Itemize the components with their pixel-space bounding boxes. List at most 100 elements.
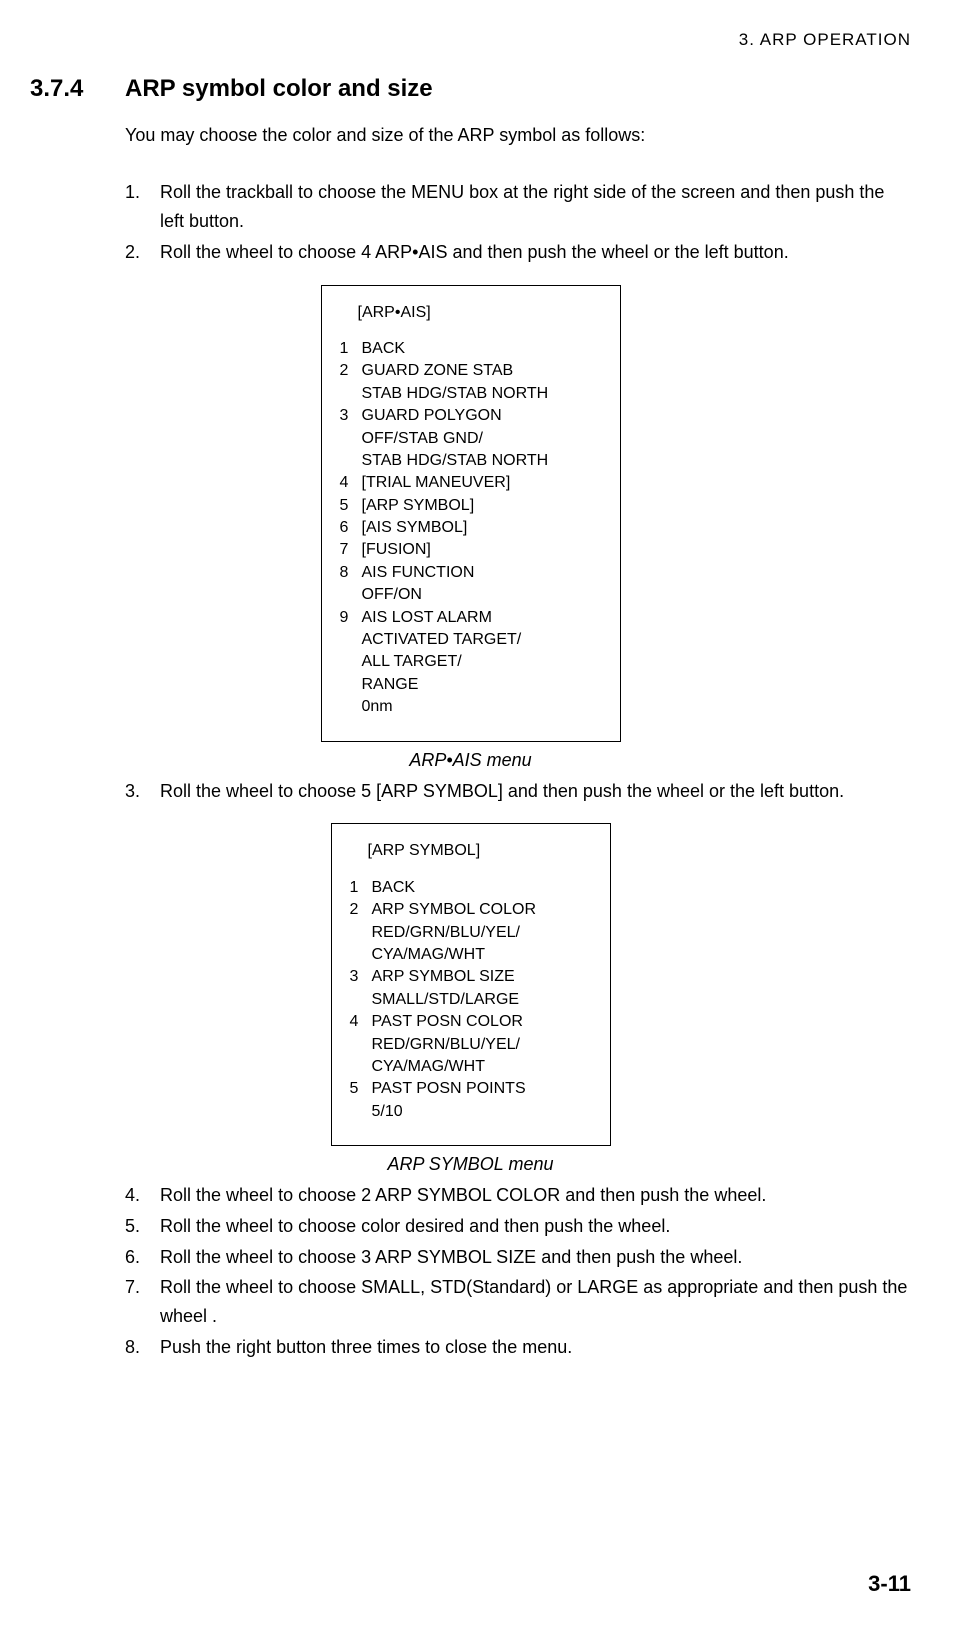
menu-item: 5PAST POSN POINTS	[350, 1078, 592, 1100]
arp-symbol-menu-caption: ARP SYMBOL menu	[30, 1154, 911, 1175]
step-number: 1.	[125, 178, 160, 236]
step-text: Roll the wheel to choose 2 ARP SYMBOL CO…	[160, 1181, 911, 1210]
menu-item: 8AIS FUNCTION	[340, 562, 602, 584]
menu-item: 3GUARD POLYGON	[340, 405, 602, 427]
section-heading-row: 3.7.4 ARP symbol color and size	[30, 75, 911, 103]
menu-item-num	[340, 651, 362, 673]
menu-item-num: 1	[350, 877, 372, 899]
menu-item: 6[AIS SYMBOL]	[340, 517, 602, 539]
menu-item: ACTIVATED TARGET/	[340, 629, 602, 651]
menu-item-num: 6	[340, 517, 362, 539]
menu-item-num: 4	[350, 1011, 372, 1033]
menu-item: OFF/ON	[340, 584, 602, 606]
menu-item-text: 0nm	[362, 696, 602, 718]
menu-item: STAB HDG/STAB NORTH	[340, 383, 602, 405]
step-text: Roll the wheel to choose 3 ARP SYMBOL SI…	[160, 1243, 911, 1272]
menu-item-text: OFF/STAB GND/	[362, 428, 602, 450]
step-item: 1. Roll the trackball to choose the MENU…	[125, 178, 911, 236]
menu-item: 7[FUSION]	[340, 539, 602, 561]
menu-item: 4[TRIAL MANEUVER]	[340, 472, 602, 494]
menu-item-num: 5	[340, 495, 362, 517]
step-number: 4.	[125, 1181, 160, 1210]
menu-item-text: [TRIAL MANEUVER]	[362, 472, 602, 494]
steps-list: 1. Roll the trackball to choose the MENU…	[125, 178, 911, 266]
menu-item-num: 7	[340, 539, 362, 561]
step-text: Push the right button three times to clo…	[160, 1333, 911, 1362]
menu-item-text: ACTIVATED TARGET/	[362, 629, 602, 651]
menu-item-text: [ARP SYMBOL]	[362, 495, 602, 517]
step-text: Roll the wheel to choose color desired a…	[160, 1212, 911, 1241]
menu-item: SMALL/STD/LARGE	[350, 989, 592, 1011]
menu-item-text: SMALL/STD/LARGE	[372, 989, 592, 1011]
menu-item: ALL TARGET/	[340, 651, 602, 673]
menu-item: RED/GRN/BLU/YEL/	[350, 1034, 592, 1056]
step-item: 6. Roll the wheel to choose 3 ARP SYMBOL…	[125, 1243, 911, 1272]
step-item: 8. Push the right button three times to …	[125, 1333, 911, 1362]
arp-symbol-menu-box: [ARP SYMBOL] 1BACK 2ARP SYMBOL COLOR RED…	[331, 823, 611, 1146]
menu-item-text: OFF/ON	[362, 584, 602, 606]
arp-ais-menu-caption: ARP•AIS menu	[30, 750, 911, 771]
menu-item-text: AIS FUNCTION	[362, 562, 602, 584]
menu-item-text: RED/GRN/BLU/YEL/	[372, 1034, 592, 1056]
menu-item-text: [FUSION]	[362, 539, 602, 561]
menu-item-text: STAB HDG/STAB NORTH	[362, 450, 602, 472]
menu-item-text: BACK	[372, 877, 592, 899]
menu-item-num	[340, 674, 362, 696]
step-item: 7. Roll the wheel to choose SMALL, STD(S…	[125, 1273, 911, 1331]
page-number: 3-11	[868, 1571, 911, 1597]
menu-item-text: GUARD POLYGON	[362, 405, 602, 427]
step-text: Roll the wheel to choose SMALL, STD(Stan…	[160, 1273, 911, 1331]
step-number: 8.	[125, 1333, 160, 1362]
step-item: 4. Roll the wheel to choose 2 ARP SYMBOL…	[125, 1181, 911, 1210]
step-number: 2.	[125, 238, 160, 267]
menu-item: CYA/MAG/WHT	[350, 944, 592, 966]
menu-item-text: CYA/MAG/WHT	[372, 944, 592, 966]
arp-ais-menu-box: [ARP•AIS] 1BACK 2GUARD ZONE STAB STAB HD…	[321, 285, 621, 742]
menu-item-num	[350, 989, 372, 1011]
menu-item-text: ARP SYMBOL COLOR	[372, 899, 592, 921]
menu-item-text: ARP SYMBOL SIZE	[372, 966, 592, 988]
menu-title: [ARP SYMBOL]	[350, 840, 592, 862]
menu-item-num: 5	[350, 1078, 372, 1100]
menu-item-text: ALL TARGET/	[362, 651, 602, 673]
steps-list-final: 4. Roll the wheel to choose 2 ARP SYMBOL…	[125, 1181, 911, 1362]
step-number: 7.	[125, 1273, 160, 1331]
step-number: 5.	[125, 1212, 160, 1241]
menu-item-text: RED/GRN/BLU/YEL/	[372, 922, 592, 944]
menu-item: RED/GRN/BLU/YEL/	[350, 922, 592, 944]
menu-item-num	[350, 1101, 372, 1123]
chapter-header: 3. ARP OPERATION	[30, 30, 911, 50]
menu-item-num	[340, 450, 362, 472]
step-text: Roll the trackball to choose the MENU bo…	[160, 178, 911, 236]
step-item: 3. Roll the wheel to choose 5 [ARP SYMBO…	[125, 777, 911, 806]
menu-item: 1BACK	[340, 338, 602, 360]
intro-paragraph: You may choose the color and size of the…	[125, 123, 911, 148]
menu-item: 5[ARP SYMBOL]	[340, 495, 602, 517]
menu-item: OFF/STAB GND/	[340, 428, 602, 450]
step-item: 2. Roll the wheel to choose 4 ARP•AIS an…	[125, 238, 911, 267]
menu-item-num	[340, 383, 362, 405]
menu-item-text: GUARD ZONE STAB	[362, 360, 602, 382]
step-number: 6.	[125, 1243, 160, 1272]
menu-item-text: CYA/MAG/WHT	[372, 1056, 592, 1078]
menu-item: CYA/MAG/WHT	[350, 1056, 592, 1078]
step-text: Roll the wheel to choose 4 ARP•AIS and t…	[160, 238, 911, 267]
menu-item: 0nm	[340, 696, 602, 718]
menu-item: 5/10	[350, 1101, 592, 1123]
menu-item-text: AIS LOST ALARM	[362, 607, 602, 629]
menu-item-text: STAB HDG/STAB NORTH	[362, 383, 602, 405]
menu-item-text: PAST POSN POINTS	[372, 1078, 592, 1100]
menu-item: 2GUARD ZONE STAB	[340, 360, 602, 382]
menu-item-num	[340, 629, 362, 651]
menu-item-text: RANGE	[362, 674, 602, 696]
steps-list-continued: 3. Roll the wheel to choose 5 [ARP SYMBO…	[125, 777, 911, 806]
menu-item: 2ARP SYMBOL COLOR	[350, 899, 592, 921]
menu-item: 4PAST POSN COLOR	[350, 1011, 592, 1033]
menu-item-num	[340, 584, 362, 606]
menu-item-text: PAST POSN COLOR	[372, 1011, 592, 1033]
menu-title: [ARP•AIS]	[340, 302, 602, 324]
menu-item: STAB HDG/STAB NORTH	[340, 450, 602, 472]
menu-item-num	[340, 696, 362, 718]
section-title: ARP symbol color and size	[125, 75, 433, 103]
menu-item-num: 2	[340, 360, 362, 382]
